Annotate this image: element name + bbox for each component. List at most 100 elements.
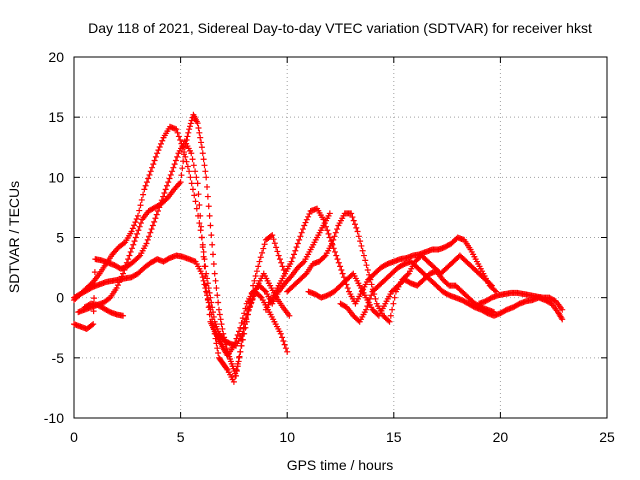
data-point: [350, 217, 357, 224]
data-point: [355, 233, 362, 240]
data-point: [326, 234, 333, 241]
data-point: [360, 252, 367, 259]
data-point: [389, 306, 396, 313]
data-point: [213, 285, 220, 292]
data-point: [171, 161, 178, 168]
data-point: [143, 179, 150, 186]
data-point: [184, 133, 191, 140]
data-point: [133, 215, 140, 222]
data-point: [218, 321, 225, 328]
data-point: [230, 378, 237, 385]
data-point: [281, 341, 288, 348]
data-point: [223, 345, 230, 352]
data-point: [288, 258, 295, 265]
data-point: [204, 280, 211, 287]
series-track-10: [476, 289, 566, 313]
data-point: [239, 336, 246, 343]
data-point: [113, 285, 120, 292]
data-point: [559, 306, 566, 313]
data-point: [276, 256, 283, 263]
data-point: [334, 256, 341, 263]
data-point: [179, 165, 186, 172]
data-point: [291, 251, 298, 258]
data-point: [260, 245, 267, 252]
data-point: [269, 232, 276, 239]
data-point: [332, 229, 339, 236]
y-tick-label: 5: [56, 230, 64, 246]
data-point: [299, 259, 306, 266]
data-point: [199, 150, 206, 157]
data-point: [203, 288, 210, 295]
data-point: [166, 175, 173, 182]
series-track-5: [81, 300, 127, 319]
data-point: [175, 133, 182, 140]
data-point: [197, 212, 204, 219]
x-tick-label: 10: [279, 429, 295, 445]
data-point: [154, 150, 161, 157]
data-point: [200, 156, 207, 163]
data-point: [88, 322, 95, 329]
data-point: [198, 234, 205, 241]
grid-lines: [74, 57, 607, 418]
data-point: [131, 222, 138, 229]
data-point: [297, 233, 304, 240]
data-point: [289, 254, 296, 261]
axis-ticks: [73, 56, 608, 419]
data-point: [333, 252, 340, 259]
data-point: [204, 183, 211, 190]
data-point: [202, 263, 209, 270]
y-tick-label: 15: [48, 109, 64, 125]
data-point: [127, 248, 134, 255]
data-point: [187, 174, 194, 181]
data-point: [152, 153, 159, 160]
data-point: [197, 134, 204, 141]
data-point: [213, 340, 220, 347]
data-point: [209, 316, 216, 323]
data-point: [201, 162, 208, 169]
data-point: [364, 266, 371, 273]
data-point: [354, 228, 361, 235]
data-point: [366, 271, 373, 278]
data-point: [203, 174, 210, 181]
data-point: [301, 222, 308, 229]
data-point: [247, 297, 254, 304]
data-point: [387, 312, 394, 319]
data-point: [236, 328, 243, 335]
data-point: [193, 205, 200, 212]
data-point: [252, 273, 259, 280]
data-point: [367, 276, 374, 283]
series-track-6: [262, 205, 500, 313]
data-point: [135, 227, 142, 234]
data-point: [320, 216, 327, 223]
data-point: [328, 240, 335, 247]
series-track-4: [71, 232, 289, 385]
data-point: [242, 324, 249, 331]
data-point: [284, 348, 291, 355]
data-point: [190, 162, 197, 169]
y-tick-labels: -10 -5 0 5 10 15 20: [44, 49, 64, 426]
data-point: [298, 229, 305, 236]
data-point: [344, 285, 351, 292]
data-point: [185, 129, 192, 136]
data-point: [236, 354, 243, 361]
data-point: [207, 222, 214, 229]
data-point: [404, 271, 411, 278]
data-point: [325, 230, 332, 237]
data-point: [165, 179, 172, 186]
data-point: [120, 270, 127, 277]
data-point: [146, 233, 153, 240]
data-point: [114, 282, 121, 289]
data-point: [148, 226, 155, 233]
data-point: [358, 242, 365, 249]
data-point: [234, 331, 241, 338]
data-point: [159, 137, 166, 144]
data-point: [198, 223, 205, 230]
data-point: [193, 174, 200, 181]
data-point: [246, 304, 253, 311]
data-point: [147, 229, 154, 236]
data-point: [241, 310, 248, 317]
data-point: [163, 182, 170, 189]
data-point: [120, 312, 127, 319]
data-point: [129, 225, 136, 232]
